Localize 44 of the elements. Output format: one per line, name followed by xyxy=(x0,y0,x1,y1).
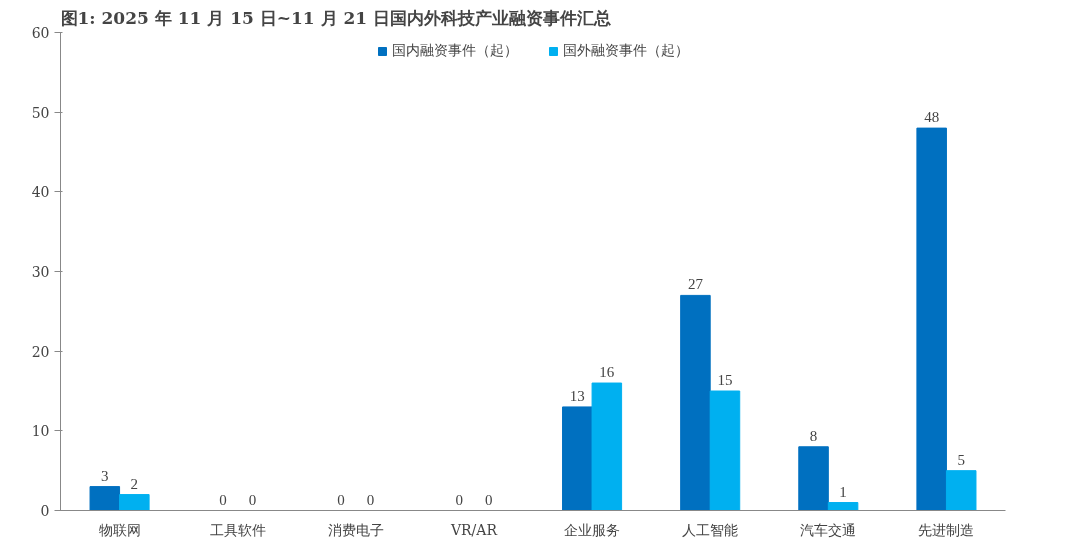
data-label: 1 xyxy=(839,483,847,500)
legend-label: 国内融资事件（起） xyxy=(391,42,518,60)
x-tick-label: 汽车交通 xyxy=(800,521,857,538)
x-tick-label: 消费电子 xyxy=(327,521,384,538)
data-label: 8 xyxy=(809,427,818,444)
x-tick-label: 物联网 xyxy=(98,521,141,538)
x-tick-label: 工具软件 xyxy=(209,521,266,538)
bar xyxy=(709,390,741,511)
data-label: 0 xyxy=(337,491,345,508)
bar xyxy=(798,446,829,511)
bar xyxy=(680,294,711,511)
y-tick-label: 60 xyxy=(31,25,50,41)
data-label: 0 xyxy=(455,491,463,508)
data-label: 15 xyxy=(717,372,733,388)
y-tick-label: 20 xyxy=(31,343,50,360)
bar xyxy=(916,127,947,511)
legend-label: 国外融资事件（起） xyxy=(562,42,689,60)
data-label: 2 xyxy=(130,475,139,492)
y-tick-label: 50 xyxy=(31,104,50,121)
data-label: 0 xyxy=(248,491,257,508)
bar xyxy=(89,486,121,511)
x-tick-label: 企业服务 xyxy=(564,521,621,538)
y-tick-label: 30 xyxy=(31,264,50,280)
data-label: 0 xyxy=(484,491,493,508)
chart-title: 图1: 2025 年 11 月 15 日~11 月 21 日国内外科技产业融资事件汇总 xyxy=(60,7,612,28)
data-label: 5 xyxy=(957,451,965,468)
data-label: 13 xyxy=(569,387,585,404)
bar xyxy=(562,406,593,511)
data-label: 27 xyxy=(687,276,704,293)
y-tick-label: 10 xyxy=(31,423,50,440)
x-tick-label: 人工智能 xyxy=(682,521,739,538)
y-tick-label: 0 xyxy=(40,503,50,519)
data-label: 3 xyxy=(101,467,109,484)
data-label: 48 xyxy=(924,109,940,126)
data-label: 16 xyxy=(599,364,615,381)
data-label: 0 xyxy=(219,491,227,508)
bar xyxy=(945,470,977,511)
bar xyxy=(119,494,150,511)
bar xyxy=(591,382,623,511)
bar xyxy=(827,502,859,511)
x-tick-label: VR/AR xyxy=(449,521,498,538)
x-tick-label: 先进制造 xyxy=(918,521,975,538)
y-tick-label: 40 xyxy=(31,184,50,201)
data-label: 0 xyxy=(366,491,375,508)
